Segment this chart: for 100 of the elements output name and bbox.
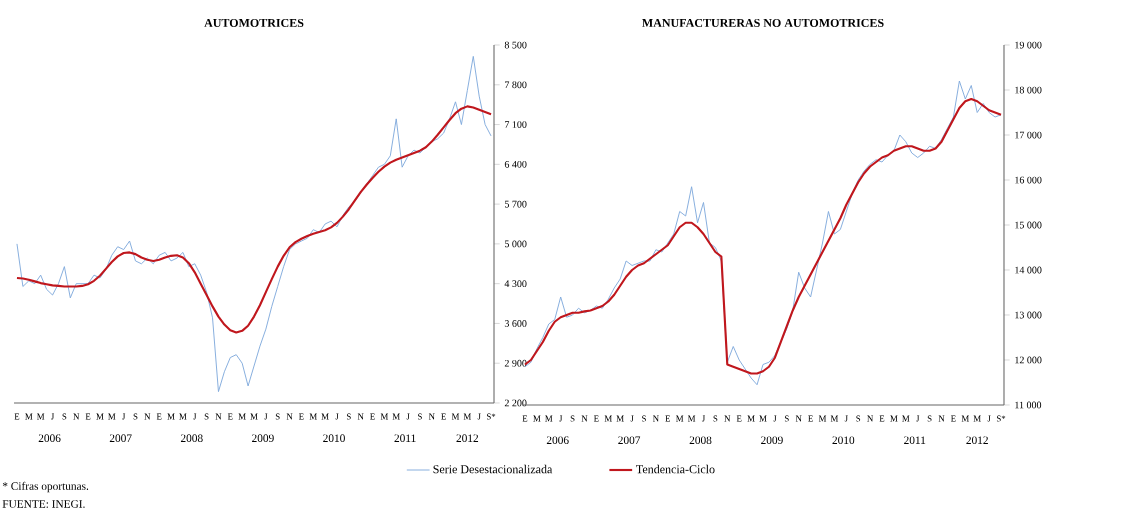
text: 2010 [323,434,345,443]
x-tick-label: M [961,415,969,422]
legend-label: Tendencia-Ciclo [636,464,715,474]
y-tick-label: 2 900 [504,359,527,367]
source-note: FUENTE: INEGI. [2,500,85,508]
x-tick-label: E [593,415,599,422]
x-tick-label: S [927,415,932,422]
x-tick-label: M [616,415,624,422]
y-tick-label: 8 500 [504,41,527,49]
text: 2010 [832,436,855,445]
y-tick-label: 3 600 [504,320,527,327]
x-tick-label: M [676,415,684,422]
x-tick-label: M [238,413,246,420]
y-tick-label: 6 400 [504,160,527,168]
x-tick-label: M [108,413,116,420]
text: 2008 [180,434,203,443]
x-tick-label: M [818,415,827,422]
x-tick-label: M [309,413,317,420]
x-tick-label: M [747,415,755,422]
x-tick-label: J [264,413,268,420]
y-tick-label: 12 000 [1015,356,1042,364]
x-tick-label: M [96,413,104,420]
chart-title: AUTOMOTRICES [204,18,304,27]
x-tick-label: N [652,415,659,422]
y-tick-label: 5 700 [504,200,527,208]
x-tick-label: J [51,413,55,420]
text: 2008 [689,436,712,445]
x-tick-label: E [441,413,446,420]
y-tick-label: 14 000 [1015,266,1042,274]
x-tick-label: M [463,413,471,420]
x-tick-label: J [701,415,706,422]
text: * Cifras oportunas. [2,481,89,493]
x-tick-label: S [642,415,646,422]
x-tick-label: N [795,415,802,422]
x-tick-label: N [938,415,945,422]
text: 2012 [456,434,479,443]
x-tick-label: J [335,413,339,420]
x-tick-label: M [167,413,175,420]
legend-label: Serie Desestacionalizada [433,464,553,474]
x-tick-label: M [604,415,612,422]
text: 2006 [546,436,569,445]
x-tick-label: N [73,413,80,420]
x-tick-label: S [418,413,422,420]
x-tick-label: E [14,413,20,420]
x-tick-label: E [85,413,91,420]
x-tick-label: M [25,413,33,420]
x-tick-label: E [879,415,885,422]
x-tick-label: J [477,413,481,420]
x-tick-label: J [844,415,848,422]
x-tick-label: M [830,415,839,422]
x-tick-label: S* [996,415,1006,422]
x-tick-label: J [193,413,197,420]
x-tick-label: J [987,415,991,422]
x-tick-label: M [533,415,541,422]
x-tick-label: M [392,413,400,420]
x-tick-label: J [773,415,777,422]
x-tick-label: S [713,415,718,422]
text: 2007 [618,436,641,445]
x-tick-label: E [950,415,956,422]
y-tick-label: 4 300 [504,280,527,288]
x-tick-label: N [286,413,293,420]
x-tick-label: N [428,413,435,420]
x-tick-label: N [724,415,731,422]
x-tick-label: E [227,413,233,420]
y-tick-label: 15 000 [1015,221,1042,229]
text: 2006 [38,434,61,443]
x-tick-label: E [156,413,162,420]
y-tick-label: 16 000 [1015,176,1042,184]
y-tick-label: 18 000 [1015,86,1042,94]
x-tick-label: E [808,415,813,422]
text: 2012 [966,436,988,445]
x-tick-label: M [973,415,981,422]
x-tick-label: M [179,413,187,420]
x-tick-label: N [144,413,151,420]
y-tick-label: 7 800 [505,81,527,89]
x-tick-label: M [451,413,460,420]
x-tick-label: J [406,413,410,420]
x-tick-label: J [916,415,920,422]
x-tick-label: N [215,413,222,420]
y-tick-label: 5 000 [504,240,527,248]
x-tick-label: M [545,415,553,422]
chart-title: MANUFACTURERAS NO AUTOMOTRICES [642,18,884,27]
x-tick-label: N [867,415,874,422]
y-tick-label: 13 000 [1015,311,1042,319]
y-tick-label: 11 000 [1015,401,1042,409]
x-tick-label: S [204,413,209,420]
x-tick-label: M [902,415,910,422]
x-tick-label: J [630,415,634,422]
x-tick-label: M [380,413,389,420]
text: 2009 [761,436,783,445]
x-tick-label: E [370,413,375,420]
x-tick-label: S [133,413,138,420]
x-tick-label: M [37,413,45,420]
x-tick-label: M [250,413,258,420]
x-tick-label: S [784,415,789,422]
text: 2009 [252,434,274,443]
x-tick-label: M [687,415,696,422]
text: 2011 [394,434,416,443]
x-tick-label: E [522,415,528,422]
x-tick-label: S [346,413,351,420]
